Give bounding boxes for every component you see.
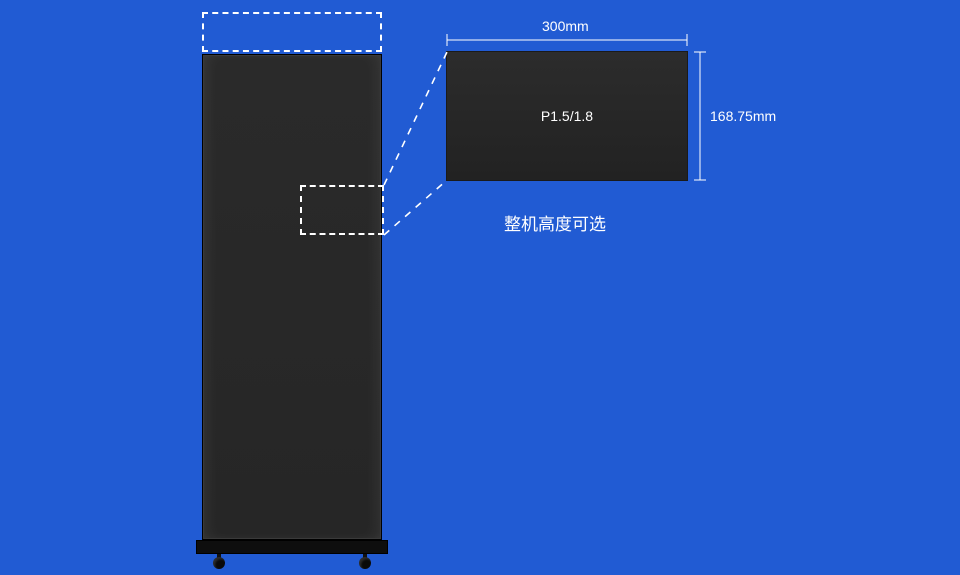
height-optional-caption: 整机高度可选 (504, 210, 606, 235)
cabinet-base (196, 540, 388, 554)
caster-left (210, 554, 228, 568)
diagram-stage: P1.5/1.8 300mm 168.75mm 整机高度可选 (0, 0, 960, 575)
height-dimension-label: 168.75mm (710, 108, 776, 124)
width-dimension-label: 300mm (542, 18, 589, 34)
caster-right (356, 554, 374, 568)
cabinet-body (202, 54, 382, 540)
pixel-pitch-label: P1.5/1.8 (541, 108, 593, 124)
zoom-source-box (300, 185, 384, 235)
cabinet-top-extension-dashed (202, 12, 382, 52)
detail-panel: P1.5/1.8 (447, 52, 687, 180)
